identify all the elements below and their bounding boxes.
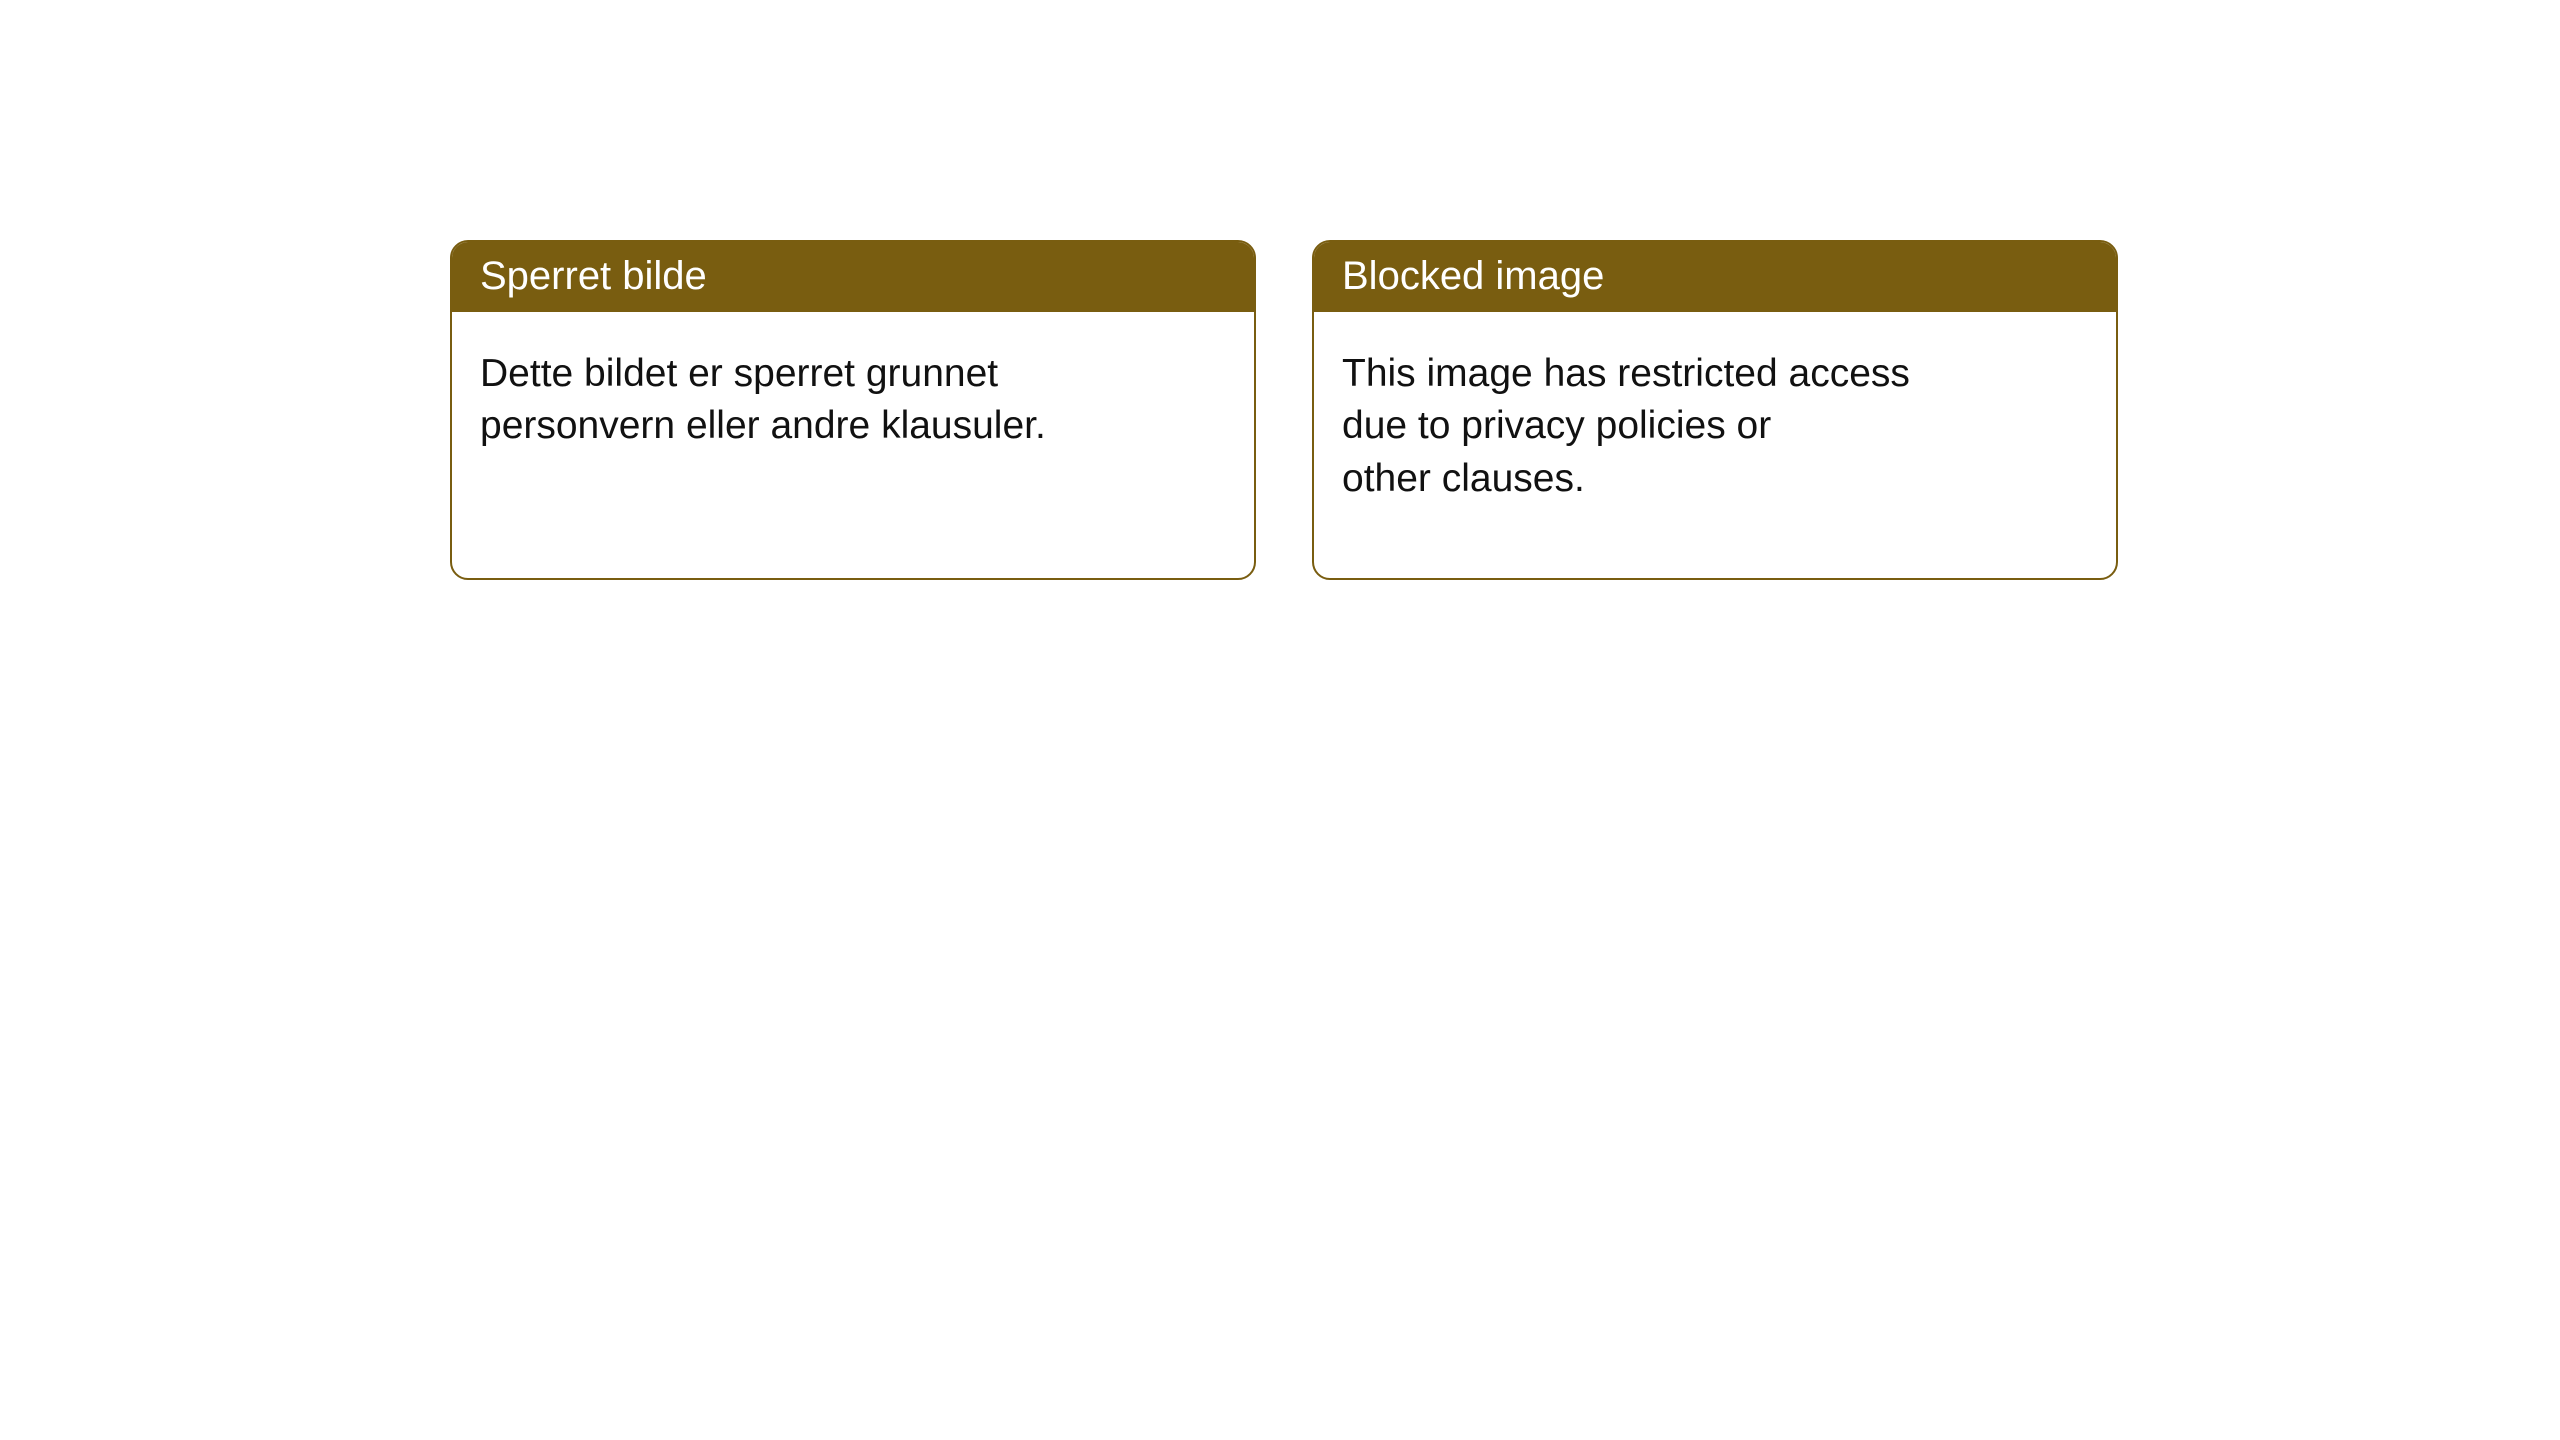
- notice-card-no: Sperret bilde Dette bildet er sperret gr…: [450, 240, 1256, 580]
- notice-header-no: Sperret bilde: [452, 242, 1254, 312]
- notice-header-en: Blocked image: [1314, 242, 2116, 312]
- notice-body-no: Dette bildet er sperret grunnet personve…: [452, 312, 1254, 481]
- notice-card-en: Blocked image This image has restricted …: [1312, 240, 2118, 580]
- notice-container: Sperret bilde Dette bildet er sperret gr…: [0, 0, 2560, 580]
- notice-body-en: This image has restricted access due to …: [1314, 312, 2116, 533]
